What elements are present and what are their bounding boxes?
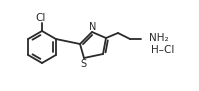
Text: N: N: [89, 22, 97, 32]
Text: Cl: Cl: [36, 13, 46, 23]
Text: S: S: [80, 59, 86, 69]
Text: H–Cl: H–Cl: [151, 45, 174, 55]
Text: NH₂: NH₂: [149, 33, 169, 43]
